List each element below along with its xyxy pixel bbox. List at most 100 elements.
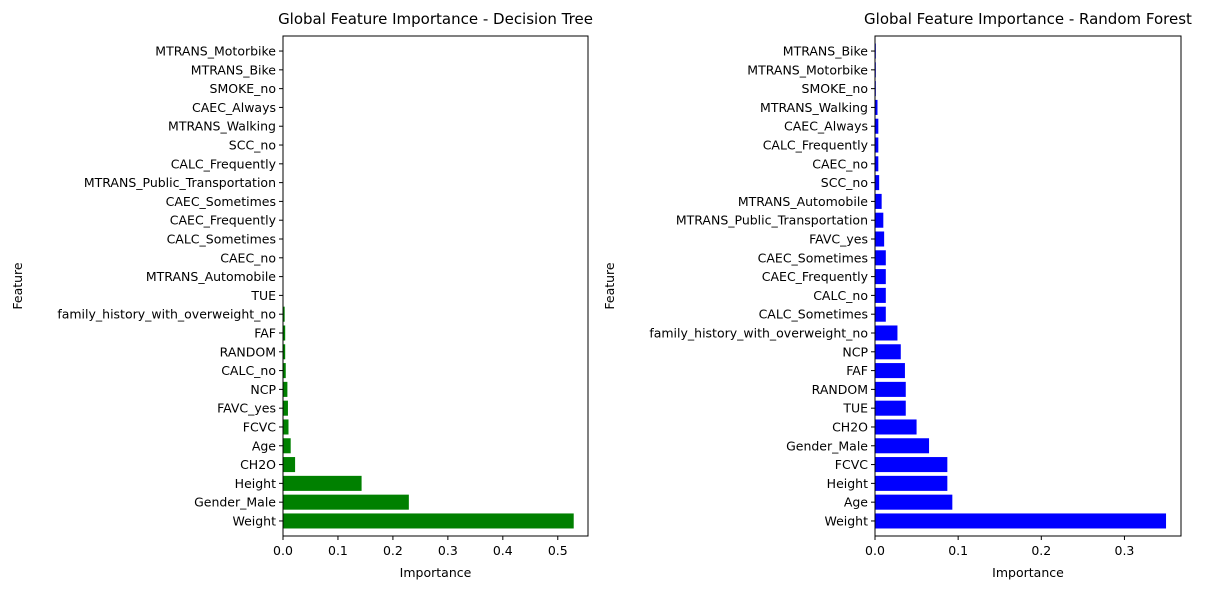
chart-title: Global Feature Importance - Decision Tre… bbox=[278, 10, 593, 28]
bar bbox=[875, 250, 886, 266]
y-tick-label: FCVC bbox=[243, 419, 276, 434]
y-tick-label: family_history_with_overweight_no bbox=[57, 307, 276, 322]
bar bbox=[875, 381, 906, 397]
x-axis-label: Importance bbox=[400, 565, 472, 580]
chart-decision-tree: Global Feature Importance - Decision Tre… bbox=[10, 10, 593, 580]
bar bbox=[875, 212, 884, 228]
x-tick-label: 0.3 bbox=[438, 543, 458, 558]
y-tick-label: MTRANS_Public_Transportation bbox=[676, 213, 868, 228]
plot-frame bbox=[282, 35, 589, 537]
plot-frame bbox=[874, 35, 1182, 537]
bar bbox=[283, 419, 289, 435]
bar bbox=[283, 344, 286, 360]
y-tick-label: CAEC_no bbox=[220, 250, 276, 265]
y-tick-label: family_history_with_overweight_no bbox=[649, 325, 868, 340]
y-tick-label: MTRANS_Bike bbox=[783, 44, 869, 59]
y-tick-label: TUE bbox=[250, 288, 276, 303]
y-tick-label: CALC_Frequently bbox=[171, 156, 277, 171]
bar bbox=[875, 156, 879, 172]
y-tick-label: CAEC_Frequently bbox=[762, 269, 869, 284]
y-tick-label: CAEC_Always bbox=[192, 100, 276, 115]
y-tick-label: SMOKE_no bbox=[210, 81, 276, 96]
y-tick-label: MTRANS_Automobile bbox=[738, 194, 868, 209]
bar bbox=[875, 475, 948, 491]
y-tick-label: Age bbox=[844, 495, 868, 510]
y-tick-label: FCVC bbox=[835, 457, 868, 472]
bar bbox=[283, 325, 286, 341]
x-tick-label: 0.2 bbox=[1031, 543, 1051, 558]
bar bbox=[875, 438, 930, 454]
x-tick-label: 0.1 bbox=[328, 543, 348, 558]
y-tick-label: CH2O bbox=[832, 419, 868, 434]
bar bbox=[875, 419, 917, 435]
x-tick-label: 0.0 bbox=[865, 543, 885, 558]
y-tick-label: MTRANS_Motorbike bbox=[155, 44, 276, 59]
bar bbox=[283, 363, 286, 379]
bar bbox=[875, 175, 880, 191]
x-axis-label: Importance bbox=[992, 565, 1064, 580]
x-tick-label: 0.0 bbox=[273, 543, 293, 558]
y-tick-label: SCC_no bbox=[821, 175, 868, 190]
bar bbox=[875, 513, 1167, 529]
y-tick-label: CALC_Sometimes bbox=[759, 307, 868, 322]
bar bbox=[283, 438, 291, 454]
y-axis-label: Feature bbox=[10, 262, 25, 310]
y-tick-label: RANDOM bbox=[220, 344, 276, 359]
y-tick-label: CALC_no bbox=[221, 363, 276, 378]
bar bbox=[875, 344, 901, 360]
chart-title: Global Feature Importance - Random Fores… bbox=[864, 10, 1192, 28]
y-tick-label: MTRANS_Motorbike bbox=[747, 62, 868, 77]
y-tick-label: CH2O bbox=[240, 457, 276, 472]
y-tick-label: CALC_Frequently bbox=[763, 138, 869, 153]
bar bbox=[283, 457, 296, 473]
y-tick-label: MTRANS_Walking bbox=[760, 100, 868, 115]
bar bbox=[875, 193, 882, 209]
y-tick-label: Age bbox=[252, 438, 276, 453]
y-tick-label: CAEC_Frequently bbox=[170, 213, 277, 228]
y-tick-label: SMOKE_no bbox=[802, 81, 868, 96]
y-tick-label: FAVC_yes bbox=[809, 232, 868, 247]
bar bbox=[875, 269, 886, 285]
bar bbox=[283, 475, 362, 491]
y-tick-label: CAEC_Sometimes bbox=[758, 250, 868, 265]
bar bbox=[875, 306, 886, 322]
y-tick-label: FAVC_yes bbox=[217, 401, 276, 416]
y-tick-label: RANDOM bbox=[812, 382, 868, 397]
y-tick-label: CALC_Sometimes bbox=[167, 232, 276, 247]
y-tick-label: Weight bbox=[824, 513, 868, 528]
y-tick-label: Height bbox=[827, 476, 868, 491]
y-tick-label: FAF bbox=[846, 363, 868, 378]
y-tick-label: Weight bbox=[232, 513, 276, 528]
bar bbox=[875, 363, 905, 379]
y-tick-label: CALC_no bbox=[813, 288, 868, 303]
bar bbox=[875, 325, 898, 341]
chart-random-forest: Global Feature Importance - Random Fores… bbox=[602, 10, 1192, 580]
bar bbox=[875, 99, 878, 115]
bar bbox=[283, 381, 288, 397]
bar bbox=[875, 457, 948, 473]
y-tick-label: MTRANS_Automobile bbox=[146, 269, 276, 284]
x-tick-label: 0.4 bbox=[493, 543, 513, 558]
x-tick-label: 0.2 bbox=[383, 543, 403, 558]
bar bbox=[875, 400, 906, 416]
bar bbox=[875, 137, 879, 153]
y-tick-label: CAEC_no bbox=[812, 156, 868, 171]
bar bbox=[283, 494, 409, 510]
y-axis-label: Feature bbox=[602, 262, 617, 310]
y-tick-label: MTRANS_Walking bbox=[168, 119, 276, 134]
x-tick-label: 0.1 bbox=[948, 543, 968, 558]
x-tick-label: 0.5 bbox=[548, 543, 568, 558]
y-tick-label: CAEC_Always bbox=[784, 119, 868, 134]
bar bbox=[875, 494, 953, 510]
bar bbox=[283, 400, 288, 416]
bar bbox=[283, 306, 285, 322]
bar bbox=[875, 118, 879, 134]
y-tick-label: Gender_Male bbox=[786, 438, 868, 453]
y-tick-label: NCP bbox=[250, 382, 276, 397]
y-tick-label: MTRANS_Public_Transportation bbox=[84, 175, 276, 190]
y-tick-label: CAEC_Sometimes bbox=[166, 194, 276, 209]
y-tick-label: NCP bbox=[842, 344, 868, 359]
bar bbox=[875, 231, 885, 247]
y-tick-label: SCC_no bbox=[229, 138, 276, 153]
